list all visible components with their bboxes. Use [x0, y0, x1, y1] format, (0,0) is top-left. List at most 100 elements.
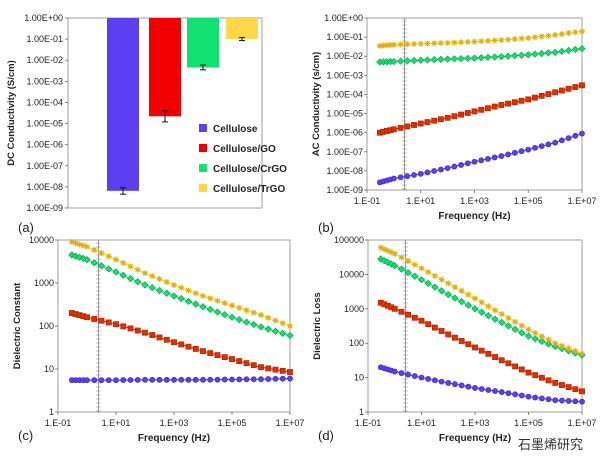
data-point: [417, 276, 426, 284]
data-point: [192, 300, 200, 308]
data-point: [517, 51, 526, 59]
data-point: [178, 376, 185, 383]
series-b-1: [376, 82, 585, 136]
data-point: [558, 31, 565, 38]
data-point: [424, 279, 432, 288]
x-tick-label-d: 1.E-01: [355, 418, 382, 428]
data-point: [97, 262, 106, 270]
data-point: [505, 390, 512, 397]
data-point: [163, 289, 171, 297]
series-c-2: [68, 251, 294, 340]
data-point: [221, 376, 228, 383]
data-point: [229, 356, 235, 362]
series-b-3: [376, 28, 585, 49]
data-point: [207, 350, 214, 357]
data-point: [505, 36, 512, 43]
y-tick-label-b: 1.00E+00: [324, 13, 363, 23]
panel-label-c: (c): [18, 428, 33, 443]
data-point: [464, 301, 472, 309]
data-point: [390, 175, 397, 182]
data-point: [558, 342, 565, 349]
data-point: [538, 374, 545, 381]
data-point: [390, 57, 398, 66]
y-tick-label-b: 1.00E-03: [326, 70, 363, 80]
data-point: [112, 268, 120, 276]
data-point: [545, 336, 552, 343]
x-tick-label-c: 1.E+01: [102, 418, 131, 428]
data-point: [444, 39, 451, 46]
data-point: [178, 341, 185, 348]
data-point: [498, 311, 505, 318]
data-point: [250, 376, 257, 383]
data-point: [424, 40, 431, 47]
data-point: [171, 281, 177, 288]
data-point: [452, 381, 458, 388]
y-tick-label-a: 1.00E-08: [26, 182, 63, 192]
data-point: [243, 307, 250, 314]
data-point: [498, 357, 505, 364]
data-point: [438, 328, 445, 334]
data-point: [559, 397, 565, 404]
data-point: [524, 332, 533, 340]
data-point: [538, 92, 545, 99]
data-point: [579, 388, 585, 395]
data-point: [452, 334, 458, 341]
data-point: [377, 244, 384, 251]
data-point: [98, 377, 105, 384]
data-point: [206, 305, 214, 314]
data-point: [98, 317, 105, 324]
legend-swatch: [199, 144, 207, 152]
data-point: [525, 146, 532, 153]
data-point: [163, 278, 170, 285]
data-point: [511, 325, 519, 333]
data-point: [531, 34, 538, 41]
y-tick-label-b: 1.00E-07: [326, 147, 363, 157]
data-point: [552, 397, 559, 404]
data-point: [532, 394, 539, 401]
data-point: [544, 49, 553, 57]
data-point: [380, 42, 387, 49]
y-tick-label-a: 1.00E+00: [24, 13, 63, 23]
data-point: [485, 387, 492, 393]
data-point: [524, 51, 532, 59]
data-point: [250, 309, 257, 316]
data-point: [229, 302, 235, 309]
data-point: [518, 35, 525, 42]
data-point: [403, 57, 411, 65]
panel-label-a: (a): [18, 220, 34, 235]
data-point: [398, 370, 405, 376]
data-point: [565, 384, 572, 391]
data-point: [478, 106, 485, 113]
data-point: [221, 354, 228, 361]
data-point: [458, 338, 465, 344]
data-point: [438, 276, 445, 283]
data-point: [458, 39, 465, 46]
data-point: [83, 255, 91, 264]
data-point: [411, 172, 417, 178]
data-point: [478, 347, 485, 354]
data-point: [405, 371, 412, 378]
data-point: [134, 327, 141, 334]
data-point: [512, 391, 519, 398]
data-point: [404, 173, 411, 180]
data-point: [472, 344, 478, 351]
data-point: [171, 376, 177, 383]
data-point: [485, 303, 492, 310]
data-point: [149, 273, 156, 280]
data-point: [142, 270, 148, 277]
data-point: [497, 53, 505, 61]
data-point: [471, 108, 478, 115]
bar-cellulose: [107, 18, 139, 191]
data-point: [538, 333, 545, 340]
data-point: [551, 48, 559, 56]
data-point: [511, 149, 518, 156]
data-point: [518, 329, 526, 337]
data-point: [68, 238, 75, 245]
y-tick-label-a: 1.00E-09: [26, 203, 63, 213]
data-point: [76, 241, 83, 248]
data-point: [142, 329, 148, 336]
y-tick-label-d: 1000: [344, 304, 364, 314]
data-point: [538, 337, 546, 345]
data-point: [383, 42, 390, 49]
data-point: [457, 55, 465, 63]
